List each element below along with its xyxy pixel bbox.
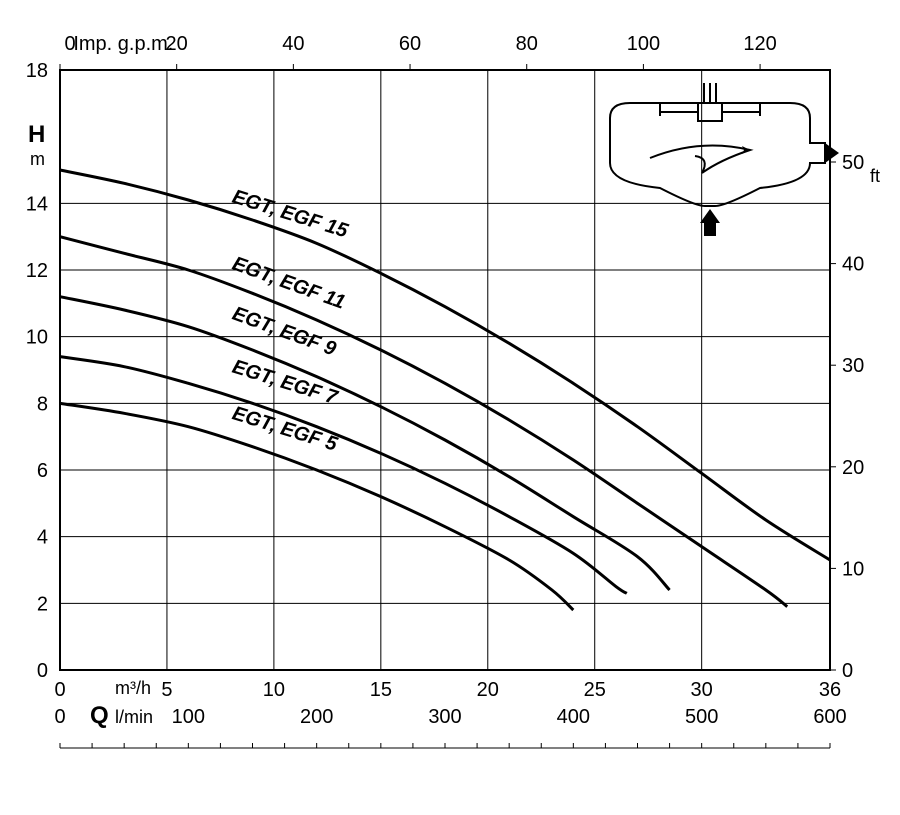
pump-curve-chart: 0Imp. g.p.m.20406080100120Hm024681012141…: [0, 0, 900, 815]
svg-text:10: 10: [263, 679, 285, 701]
svg-text:2: 2: [37, 593, 48, 615]
svg-text:14: 14: [26, 193, 48, 215]
svg-text:300: 300: [428, 706, 461, 728]
svg-text:EGT, EGF 11: EGT, EGF 11: [229, 253, 348, 314]
svg-text:40: 40: [282, 33, 304, 55]
svg-text:5: 5: [161, 679, 172, 701]
pump-cross-section-icon: [610, 83, 839, 236]
svg-text:4: 4: [37, 527, 48, 549]
svg-text:15: 15: [370, 679, 392, 701]
svg-text:10: 10: [26, 327, 48, 349]
svg-text:0: 0: [842, 660, 853, 682]
svg-text:600: 600: [813, 706, 846, 728]
svg-text:6: 6: [37, 460, 48, 482]
svg-text:EGT, EGF 5: EGT, EGF 5: [230, 402, 341, 456]
svg-text:0: 0: [54, 679, 65, 701]
svg-text:10: 10: [842, 558, 864, 580]
chart-container: 0Imp. g.p.m.20406080100120Hm024681012141…: [0, 0, 900, 815]
svg-text:30: 30: [691, 679, 713, 701]
svg-text:8: 8: [37, 393, 48, 415]
svg-text:500: 500: [685, 706, 718, 728]
svg-text:36: 36: [819, 679, 841, 701]
svg-text:18: 18: [26, 60, 48, 82]
svg-text:m: m: [30, 149, 45, 169]
svg-text:Imp. g.p.m.: Imp. g.p.m.: [73, 33, 173, 55]
svg-text:0: 0: [54, 706, 65, 728]
svg-text:200: 200: [300, 706, 333, 728]
svg-text:100: 100: [172, 706, 205, 728]
svg-text:120: 120: [743, 33, 776, 55]
svg-text:l/min: l/min: [115, 707, 153, 727]
svg-text:EGT, EGF 9: EGT, EGF 9: [229, 303, 339, 361]
svg-text:20: 20: [477, 679, 499, 701]
svg-text:Q: Q: [90, 702, 109, 729]
svg-text:ft: ft: [870, 166, 880, 186]
svg-text:H: H: [28, 121, 45, 148]
svg-text:50: 50: [842, 152, 864, 174]
svg-text:30: 30: [842, 355, 864, 377]
curve-egt-egf-7: [60, 357, 627, 594]
svg-text:60: 60: [399, 33, 421, 55]
svg-text:20: 20: [166, 33, 188, 55]
svg-text:20: 20: [842, 457, 864, 479]
svg-text:m³/h: m³/h: [115, 678, 151, 698]
svg-text:400: 400: [557, 706, 590, 728]
svg-text:100: 100: [627, 33, 660, 55]
svg-text:40: 40: [842, 254, 864, 276]
svg-text:25: 25: [584, 679, 606, 701]
svg-text:12: 12: [26, 260, 48, 282]
svg-text:0: 0: [37, 660, 48, 682]
svg-text:80: 80: [516, 33, 538, 55]
